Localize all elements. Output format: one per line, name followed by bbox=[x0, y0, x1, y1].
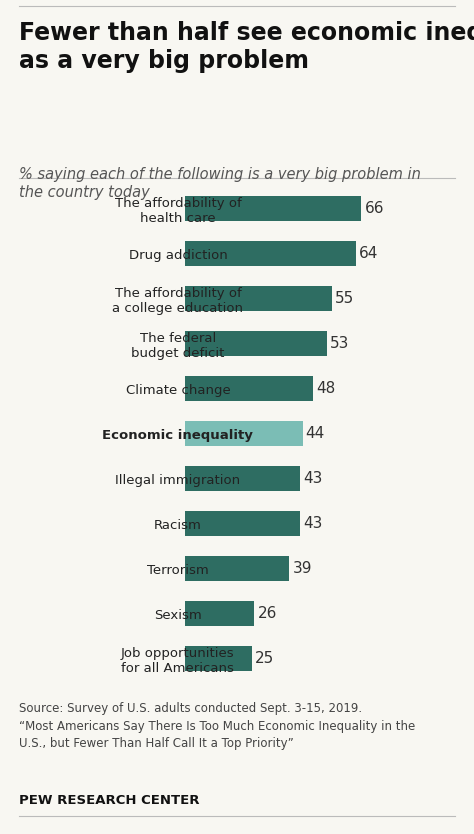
Bar bbox=[185, 646, 252, 671]
Bar bbox=[185, 331, 327, 356]
Text: 25: 25 bbox=[255, 651, 274, 666]
Bar bbox=[185, 421, 302, 446]
Bar bbox=[185, 601, 255, 626]
Text: Fewer than half see economic inequality
as a very big problem: Fewer than half see economic inequality … bbox=[19, 21, 474, 73]
Bar bbox=[185, 241, 356, 266]
Text: 48: 48 bbox=[317, 381, 336, 396]
Text: 55: 55 bbox=[335, 291, 355, 306]
Bar bbox=[185, 556, 289, 581]
Text: 26: 26 bbox=[257, 606, 277, 621]
Text: % saying each of the following is a very big problem in
the country today: % saying each of the following is a very… bbox=[19, 167, 421, 200]
Text: 44: 44 bbox=[306, 426, 325, 441]
Text: 43: 43 bbox=[303, 471, 322, 486]
Text: 66: 66 bbox=[365, 201, 384, 216]
Bar bbox=[185, 511, 300, 536]
Text: 43: 43 bbox=[303, 516, 322, 531]
Bar bbox=[185, 376, 313, 401]
Text: 53: 53 bbox=[330, 336, 349, 351]
Text: PEW RESEARCH CENTER: PEW RESEARCH CENTER bbox=[19, 794, 200, 807]
Bar bbox=[185, 466, 300, 491]
Bar bbox=[185, 196, 361, 221]
Text: Source: Survey of U.S. adults conducted Sept. 3-15, 2019.
“Most Americans Say Th: Source: Survey of U.S. adults conducted … bbox=[19, 702, 415, 751]
Text: 39: 39 bbox=[292, 561, 312, 576]
Text: 64: 64 bbox=[359, 246, 379, 261]
Bar bbox=[185, 286, 332, 311]
